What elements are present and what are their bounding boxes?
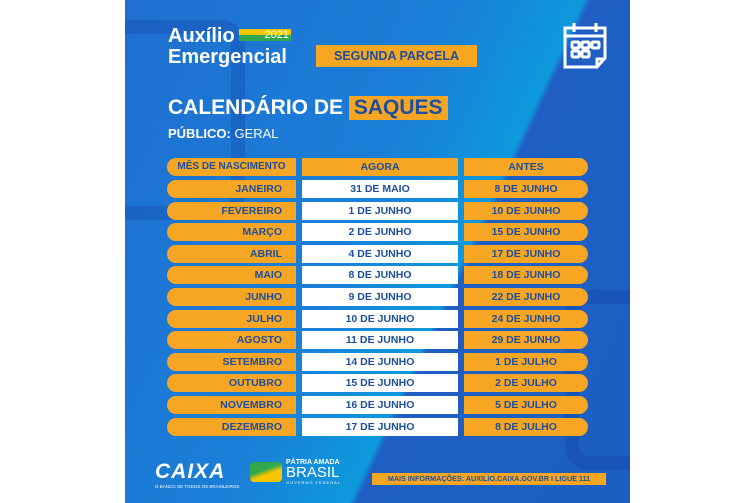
row-date-before: 8 DE JULHO xyxy=(464,417,588,436)
row-date-before: 8 DE JUNHO xyxy=(464,180,588,198)
row-date-now: 4 DE JUNHO xyxy=(302,244,458,263)
row-date-before: 29 DE JUNHO xyxy=(464,331,588,350)
audience-label: PÚBLICO: xyxy=(168,126,231,141)
title-highlight: SAQUES xyxy=(348,96,448,120)
row-date-now: 8 DE JUNHO xyxy=(302,266,458,285)
gov-line2: BRASIL xyxy=(286,464,340,481)
brasil-flag-icon xyxy=(250,462,282,482)
audience-value: GERAL xyxy=(234,126,279,141)
more-info-banner: MAIS INFORMAÇÕES: AUXILIO.CAIXA.GOV.BR I… xyxy=(372,473,606,485)
row-date-now: 2 DE JUNHO xyxy=(302,223,458,242)
page-title: CALENDÁRIO DE SAQUES xyxy=(168,96,448,120)
gov-line1: PÁTRIA AMADA xyxy=(286,459,340,466)
row-birth-month: MAIO xyxy=(167,266,296,285)
row-date-now: 1 DE JUNHO xyxy=(302,201,458,220)
row-birth-month: JULHO xyxy=(167,309,296,328)
header-before: ANTES xyxy=(464,158,588,176)
row-date-before: 17 DE JUNHO xyxy=(464,244,588,263)
calendar-icon xyxy=(562,20,608,70)
row-date-before: 1 DE JULHO xyxy=(464,352,588,371)
row-date-before: 24 DE JUNHO xyxy=(464,309,588,328)
row-birth-month: NOVEMBRO xyxy=(167,396,296,414)
row-date-now: 31 DE MAIO xyxy=(302,180,458,198)
row-birth-month: AGOSTO xyxy=(167,331,296,350)
gov-line3: GOVERNO FEDERAL xyxy=(286,480,342,485)
row-birth-month: JUNHO xyxy=(167,288,296,306)
row-date-now: 14 DE JUNHO xyxy=(302,352,458,371)
row-birth-month: SETEMBRO xyxy=(167,352,296,371)
row-date-now: 11 DE JUNHO xyxy=(302,331,458,350)
audience: PÚBLICO: GERAL xyxy=(168,126,279,141)
row-birth-month: JANEIRO xyxy=(167,180,296,198)
row-birth-month: DEZEMBRO xyxy=(167,417,296,436)
program-logo: Auxílio Emergencial xyxy=(168,26,287,68)
row-date-before: 22 DE JUNHO xyxy=(464,288,588,306)
row-date-now: 9 DE JUNHO xyxy=(302,288,458,306)
row-date-now: 16 DE JUNHO xyxy=(302,396,458,414)
row-date-before: 5 DE JULHO xyxy=(464,396,588,414)
caixa-logo: CAIXA O BANCO DE TODOS OS BRASILEIROS xyxy=(155,460,239,489)
infographic: Auxílio Emergencial 2021 SEGUNDA PARCELA… xyxy=(125,0,630,503)
header-now: AGORA xyxy=(302,158,458,176)
logo-line2: Emergencial xyxy=(168,46,287,68)
row-birth-month: FEVEREIRO xyxy=(167,201,296,220)
row-date-now: 10 DE JUNHO xyxy=(302,309,458,328)
row-birth-month: OUTUBRO xyxy=(167,374,296,393)
header-birth-month: MÊS DE NASCIMENTO xyxy=(167,158,296,176)
caixa-wordmark: CAIXA xyxy=(155,460,226,483)
government-logo: PÁTRIA AMADA BRASIL GOVERNO FEDERAL xyxy=(286,459,341,485)
title-text: CALENDÁRIO DE xyxy=(168,96,344,119)
caixa-tagline: O BANCO DE TODOS OS BRASILEIROS xyxy=(155,484,240,489)
row-date-before: 15 DE JUNHO xyxy=(464,223,588,242)
installment-badge: SEGUNDA PARCELA xyxy=(316,45,477,67)
row-date-now: 17 DE JUNHO xyxy=(302,417,458,436)
logo-line1: Auxílio xyxy=(168,25,235,47)
row-date-before: 2 DE JULHO xyxy=(464,374,588,393)
row-birth-month: MARÇO xyxy=(167,223,296,242)
row-birth-month: ABRIL xyxy=(167,244,296,263)
row-date-before: 18 DE JUNHO xyxy=(464,266,588,285)
row-date-before: 10 DE JUNHO xyxy=(464,201,588,220)
row-date-now: 15 DE JUNHO xyxy=(302,374,458,393)
year-badge: 2021 xyxy=(239,29,291,41)
